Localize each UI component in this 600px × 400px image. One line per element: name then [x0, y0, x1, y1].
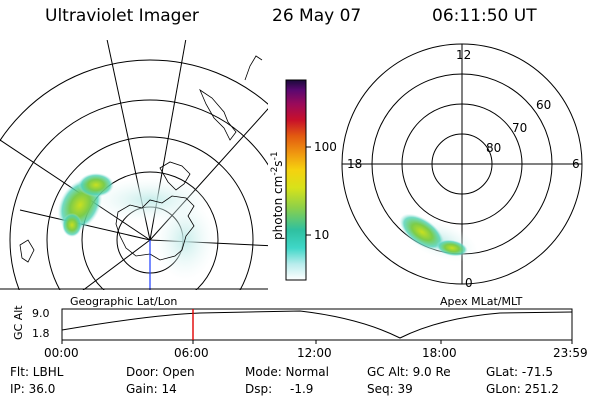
- alt-ytick-high: 9.0: [32, 307, 50, 320]
- colorbar-tick-100: 100: [314, 140, 337, 154]
- status-mode: Mode: Normal: [245, 365, 329, 379]
- magnetic-polar-plot: [341, 43, 583, 285]
- instrument-title: Ultraviolet Imager: [45, 6, 199, 26]
- mlat-label-80: 80: [486, 141, 502, 155]
- colorbar-tick-10: 10: [314, 228, 330, 242]
- status-ip: IP: 36.0: [10, 382, 56, 396]
- alt-ytick-low: 1.8: [32, 327, 50, 340]
- time-tick-2359: 23:59: [553, 346, 588, 360]
- altitude-plot: [61, 308, 573, 344]
- altitude-axis-label: GC Alt: [12, 305, 25, 340]
- status-seq: Seq: 39: [367, 382, 413, 396]
- colorbar-unit-label: photon cm-2s-1: [270, 151, 285, 240]
- geographic-map: [0, 40, 268, 290]
- mlat-label-60: 60: [536, 98, 552, 112]
- status-glon: GLon: 251.2: [486, 382, 559, 396]
- mlt-label-12: 12: [456, 48, 472, 62]
- status-door: Door: Open: [126, 365, 195, 379]
- polar-caption: Apex MLat/MLT: [440, 295, 523, 308]
- mlt-label-0: 0: [465, 276, 473, 290]
- time-tick-0600: 06:00: [174, 346, 209, 360]
- mlt-label-6: 6: [572, 157, 580, 171]
- colorbar: [285, 79, 307, 281]
- altitude-curve: [61, 310, 573, 339]
- status-dsp-value: -1.9: [290, 382, 314, 396]
- status-gain: Gain: 14: [126, 382, 177, 396]
- mlat-label-70: 70: [512, 121, 528, 135]
- date-label: 26 May 07: [272, 6, 362, 26]
- status-dsp-label: Dsp:: [245, 382, 273, 396]
- status-gc-alt: GC Alt: 9.0 Re: [367, 365, 451, 379]
- status-filter: Flt: LBHL: [10, 365, 64, 379]
- time-tick-1200: 12:00: [297, 346, 332, 360]
- geo-caption: Geographic Lat/Lon: [70, 295, 178, 308]
- mlt-label-18: 18: [347, 157, 363, 171]
- time-tick-1800: 18:00: [422, 346, 457, 360]
- time-tick-0000: 00:00: [44, 346, 79, 360]
- time-label: 06:11:50 UT: [432, 6, 537, 26]
- status-glat: GLat: -71.5: [486, 365, 553, 379]
